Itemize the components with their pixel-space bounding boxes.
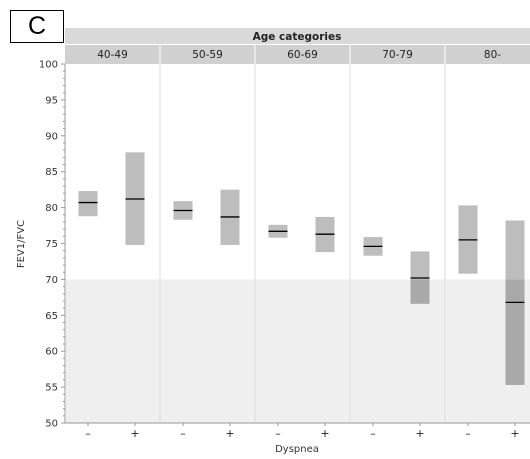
box-body	[79, 191, 98, 216]
y-tick-label: 70	[45, 275, 58, 286]
box-80--plus	[506, 221, 525, 385]
box-body	[411, 251, 430, 279]
below-threshold-region	[66, 279, 530, 423]
box-70-79-plus	[411, 251, 430, 303]
box-body	[506, 221, 525, 280]
box-40-49-minus	[79, 191, 98, 216]
facet-title: Age categories	[253, 31, 342, 43]
facet-label: 40-49	[97, 49, 128, 61]
facet-label: 60-69	[287, 49, 318, 61]
y-tick-label: 95	[45, 95, 58, 106]
y-tick-label: 50	[45, 419, 58, 430]
box-50-59-plus	[221, 190, 240, 245]
y-tick-label: 100	[39, 60, 58, 71]
box-body-below-threshold	[411, 279, 430, 303]
facet-label: 80-	[484, 49, 501, 61]
x-axis-title: Dyspnea	[275, 444, 319, 455]
x-tick-label: –	[275, 427, 281, 440]
facet-label: 50-59	[192, 49, 223, 61]
x-tick-label: +	[130, 427, 139, 440]
x-tick-label: –	[85, 427, 91, 440]
y-tick-label: 55	[45, 383, 58, 394]
y-tick-label: 75	[45, 239, 58, 250]
x-tick-label: –	[465, 427, 471, 440]
box-50-59-minus	[174, 201, 193, 220]
x-tick-label: –	[180, 427, 186, 440]
box-40-49-plus	[126, 152, 145, 245]
box-70-79-minus	[364, 237, 383, 256]
x-tick-label: +	[320, 427, 329, 440]
box-60-69-minus	[269, 225, 288, 238]
facet-label: 70-79	[382, 49, 413, 61]
x-tick-label: +	[225, 427, 234, 440]
y-tick-label: 60	[45, 347, 58, 358]
x-tick-label: –	[370, 427, 376, 440]
box-body-below-threshold	[506, 279, 525, 385]
y-tick-label: 65	[45, 311, 58, 322]
box-80--minus	[459, 205, 478, 273]
y-tick-label: 80	[45, 203, 58, 214]
x-tick-label: +	[510, 427, 519, 440]
y-tick-label: 85	[45, 167, 58, 178]
x-tick-label: +	[415, 427, 424, 440]
y-axis-title: FEV1/FVC	[16, 220, 27, 268]
y-tick-label: 90	[45, 131, 58, 142]
box-60-69-plus	[316, 217, 335, 252]
